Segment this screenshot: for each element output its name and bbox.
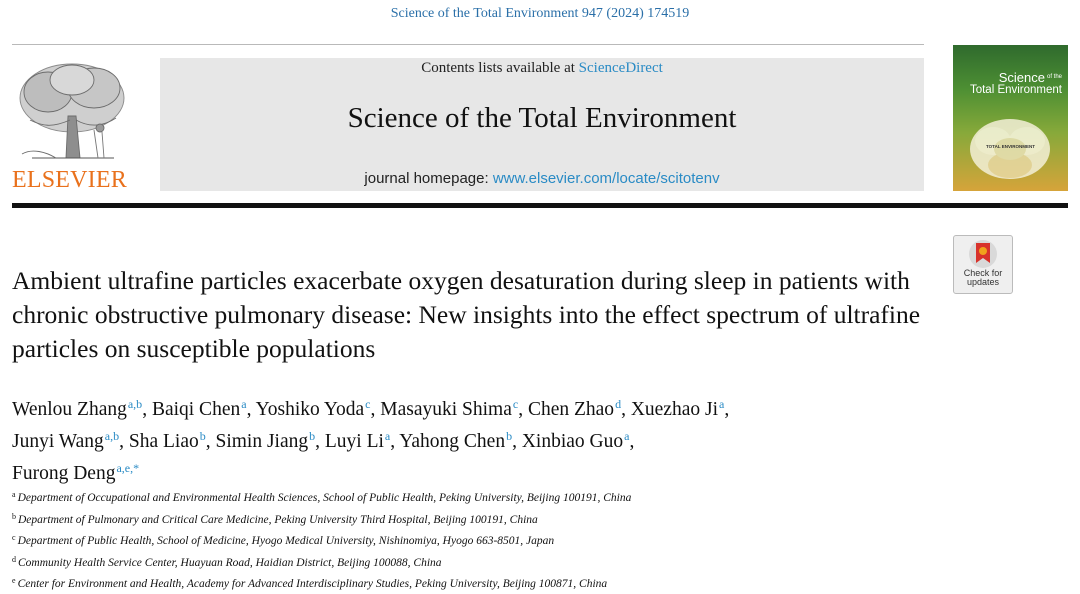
check-updates-line1: Check for (963, 268, 1003, 278)
author-separator: , (512, 431, 522, 452)
sciencedirect-link[interactable]: ScienceDirect (578, 60, 663, 76)
contents-prefix: Contents lists available at (421, 60, 575, 76)
author-name: Luyi Li (324, 431, 384, 452)
homepage-link[interactable]: www.elsevier.com/locate/scitotenv (492, 170, 720, 187)
author-affiliation-mark[interactable]: a (719, 397, 725, 411)
author-name: Xinbiao Guo (521, 431, 624, 452)
affiliation-text: Department of Public Health, School of M… (17, 535, 555, 548)
author-list: Wenlou Zhanga,b, Baiqi Chena, Yoshiko Yo… (12, 391, 952, 487)
author-affiliation-mark[interactable]: b (199, 429, 206, 443)
author-name: Baiqi Chen (151, 399, 241, 420)
author-name: Yahong Chen (399, 431, 506, 452)
journal-banner: Contents lists available at ScienceDirec… (160, 58, 924, 191)
elsevier-tree-icon (19, 63, 125, 159)
affiliation-text: Community Health Service Center, Huayuan… (18, 556, 442, 569)
author-separator: , (621, 399, 631, 420)
affiliation-text: Department of Pulmonary and Critical Car… (18, 513, 538, 526)
cover-inner-label: TOTAL ENVIRONMENT (985, 144, 1035, 149)
affiliation-mark: c (12, 533, 16, 543)
author-affiliation-mark[interactable]: a,b (104, 429, 120, 443)
author-affiliation-mark[interactable]: a (241, 397, 247, 411)
author[interactable]: Chen Zhaod (527, 397, 622, 420)
homepage-line: journal homepage: www.elsevier.com/locat… (160, 170, 924, 187)
check-for-updates-button[interactable]: Check for updates (953, 235, 1013, 294)
author-name: Simin Jiang (215, 431, 309, 452)
affiliation-item: a Department of Occupational and Environm… (12, 486, 1062, 508)
affiliation-item: e Center for Environment and Health, Acad… (12, 572, 1062, 594)
author[interactable]: Xuezhao Jia (630, 397, 725, 420)
author-line-3: Furong Denga,e,* (12, 455, 952, 487)
cover-title-line1: Science (998, 70, 1045, 85)
author-affiliation-mark[interactable]: a (624, 429, 630, 443)
author-separator: , (119, 431, 129, 452)
author-affiliation-mark[interactable]: a,e,* (116, 461, 140, 475)
author-affiliation-mark[interactable]: a (384, 429, 391, 443)
cover-title-sup: of the (1046, 74, 1062, 80)
cover-title-line2: Total Environment (969, 84, 1062, 96)
header-rule (12, 203, 1068, 208)
journal-title: Science of the Total Environment (347, 102, 737, 134)
author-separator: , (246, 399, 256, 420)
author-name: Junyi Wang (12, 431, 104, 452)
author-name: Wenlou Zhang (12, 399, 127, 420)
author-separator: , (370, 399, 381, 420)
author-name: Masayuki Shima (380, 399, 512, 420)
author-name: Furong Deng (12, 463, 116, 484)
author[interactable]: Baiqi Chena (151, 397, 247, 420)
author-line-2: Junyi Wanga,b, Sha Liaob, Simin Jiangb, … (12, 423, 952, 455)
bookmark-icon (969, 240, 997, 268)
affiliation-item: b Department of Pulmonary and Critical Ca… (12, 508, 1062, 530)
author-name: Sha Liao (128, 431, 199, 452)
author[interactable]: Wenlou Zhanga,b (12, 397, 143, 420)
journal-cover[interactable]: Science of the Total Environment TOTAL EN… (953, 45, 1068, 191)
author-separator: , (518, 399, 528, 420)
article-title: Ambient ultrafine particles exacerbate o… (12, 266, 921, 363)
elsevier-logo[interactable]: ELSEVIER (12, 58, 134, 194)
author[interactable]: Xinbiao Guoa (521, 429, 630, 452)
cover-flower-icon (970, 119, 1050, 179)
affiliation-mark: b (12, 511, 16, 521)
author[interactable]: Masayuki Shimac (380, 397, 519, 420)
author-name: Yoshiko Yoda (255, 399, 365, 420)
author-affiliation-mark[interactable]: b (506, 429, 513, 443)
author-affiliation-mark[interactable]: c (365, 397, 371, 411)
cover-title: Science of the Total Environment (970, 71, 1062, 97)
contents-line: Contents lists available at ScienceDirec… (160, 60, 924, 77)
header-divider (12, 44, 924, 45)
check-updates-label: Check for updates (954, 269, 1012, 287)
author[interactable]: Furong Denga,e,* (12, 461, 140, 484)
author-separator: , (315, 431, 325, 452)
author-affiliation-mark[interactable]: c (512, 397, 519, 411)
author[interactable]: Yoshiko Yodac (255, 397, 371, 420)
author[interactable]: Luyi Lia (324, 429, 391, 452)
author-affiliation-mark[interactable]: b (309, 429, 316, 443)
author-line-1: Wenlou Zhanga,b, Baiqi Chena, Yoshiko Yo… (12, 391, 952, 423)
publisher-wordmark: ELSEVIER (12, 167, 127, 193)
author[interactable]: Junyi Wanga,b (12, 429, 120, 452)
check-updates-line2: updates (966, 277, 1000, 287)
author[interactable]: Sha Liaob (128, 429, 206, 452)
author-separator: , (142, 399, 152, 420)
author-separator: , (724, 399, 730, 420)
affiliation-item: c Department of Public Health, School of … (12, 529, 1062, 551)
author-separator: , (629, 431, 635, 452)
journal-citation[interactable]: Science of the Total Environment 947 (20… (390, 6, 690, 21)
affiliation-text: Center for Environment and Health, Acade… (17, 578, 608, 591)
affiliation-list: a Department of Occupational and Environm… (12, 486, 1062, 594)
author[interactable]: Simin Jiangb (215, 429, 316, 452)
author-name: Chen Zhao (527, 399, 615, 420)
homepage-prefix: journal homepage: (364, 170, 489, 187)
author[interactable]: Yahong Chenb (399, 429, 513, 452)
author-affiliation-mark[interactable]: a,b (127, 397, 143, 411)
affiliation-item: d Community Health Service Center, Huayua… (12, 551, 1062, 573)
affiliation-mark: d (12, 554, 16, 564)
affiliation-mark: a (12, 490, 16, 499)
author-separator: , (390, 431, 400, 452)
author-name: Xuezhao Ji (630, 399, 718, 420)
author-affiliation-mark[interactable]: d (615, 397, 622, 411)
author-separator: , (205, 431, 216, 452)
affiliation-text: Department of Occupational and Environme… (17, 492, 632, 504)
